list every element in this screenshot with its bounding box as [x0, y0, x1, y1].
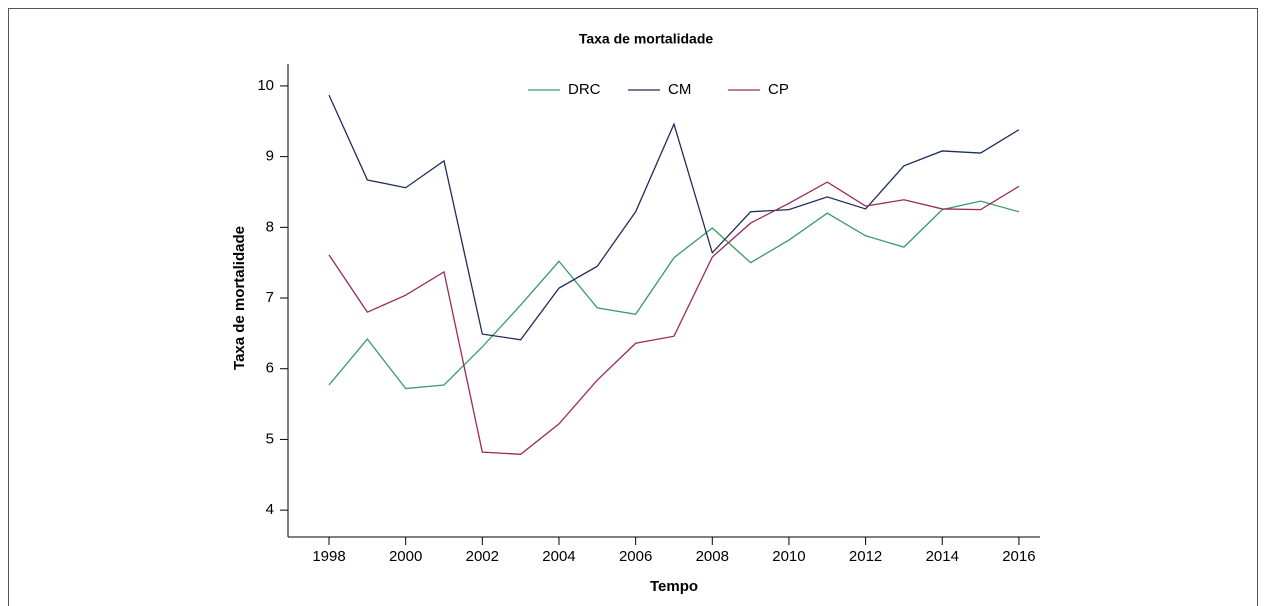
y-tick-label: 4 — [266, 501, 274, 518]
y-tick-label: 5 — [266, 430, 274, 447]
y-tick-label: 8 — [266, 218, 274, 235]
y-axis-label: Taxa de mortalidade — [231, 226, 248, 370]
legend-label: DRC — [568, 81, 601, 98]
x-tick-label: 2016 — [1002, 548, 1035, 565]
y-tick-label: 9 — [266, 148, 274, 165]
x-tick-label: 2002 — [466, 548, 499, 565]
x-axis-label: Tempo — [650, 578, 698, 595]
line — [328, 200, 1020, 390]
y-tick-label: 7 — [266, 289, 274, 306]
x-tick-label: 2014 — [926, 548, 959, 565]
x-tick-label: 2006 — [619, 548, 652, 565]
chart-title: Taxa de mortalidade — [579, 31, 714, 47]
line — [328, 94, 1020, 341]
x-tick-label: 2004 — [542, 548, 575, 565]
x-tick-label: 2008 — [696, 548, 729, 565]
x-tick-label: 2012 — [849, 548, 882, 565]
line — [328, 181, 1020, 455]
legend-label: CP — [768, 81, 789, 98]
x-tick-label: 2010 — [772, 548, 805, 565]
legend-label: CM — [668, 81, 691, 98]
x-tick-label: 2000 — [389, 548, 422, 565]
y-tick-label: 10 — [257, 77, 274, 94]
y-tick-label: 6 — [266, 360, 274, 377]
frame — [8, 8, 1258, 606]
x-tick-label: 1998 — [312, 548, 345, 565]
